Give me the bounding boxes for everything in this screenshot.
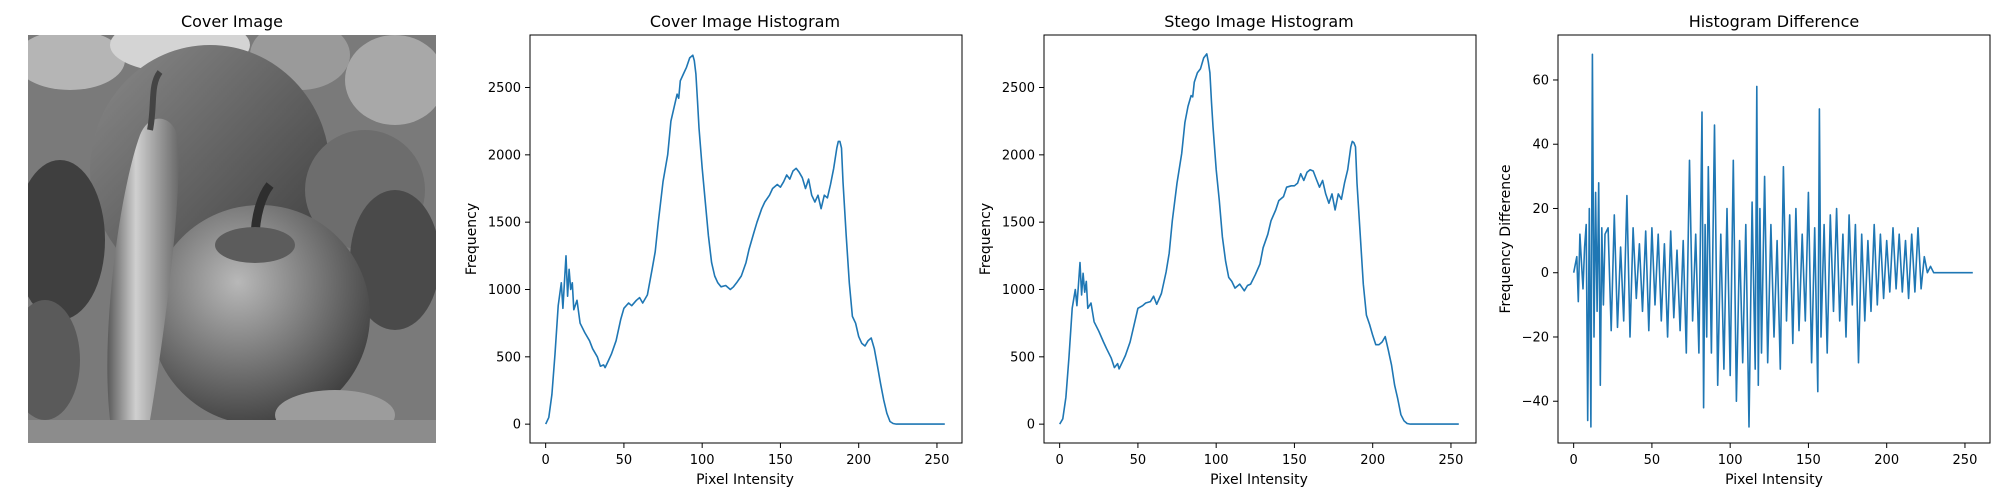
stego-histogram-ytick-label: 1000 <box>1002 283 1035 298</box>
stego-histogram-series-line <box>1059 53 1459 425</box>
stego-histogram-ylabel: Frequency <box>978 203 994 275</box>
cover-histogram-xtick-label: 0 <box>542 453 550 468</box>
difference-xtick-label: 150 <box>1796 453 1821 468</box>
stego-histogram-ytick-label: 0 <box>1027 418 1035 433</box>
difference-ytick-label: 0 <box>1541 266 1549 281</box>
stego-histogram-ytick-label: 2000 <box>1002 148 1035 163</box>
stego-histogram-ytick-label: 2500 <box>1002 81 1035 96</box>
cover-histogram-axes-frame <box>529 34 963 444</box>
stego-histogram-ytick-label: 1500 <box>1002 216 1035 231</box>
stego-histogram-xtick-label: 250 <box>1439 453 1464 468</box>
difference-ytick-label: −40 <box>1522 395 1549 410</box>
difference-ylabel: Frequency Difference <box>1498 165 1514 314</box>
difference-series-line <box>1572 53 1973 428</box>
cover-histogram-xtick-label: 250 <box>925 453 950 468</box>
stego-histogram-xtick-label: 100 <box>1204 453 1229 468</box>
stego-histogram-axes-frame <box>1043 34 1477 444</box>
cover-histogram-ytick-label: 0 <box>513 418 521 433</box>
stego-histogram-xlabel: Pixel Intensity <box>1210 472 1308 488</box>
cover-histogram-ytick-label: 500 <box>496 350 521 365</box>
stego-histogram-xtick-label: 50 <box>1130 453 1147 468</box>
difference-plot: 0 50 100 150 200 250 −40 −20 0 20 40 60 <box>1522 34 1991 468</box>
stego-histogram-xtick-label: 0 <box>1056 453 1064 468</box>
cover-histogram-ytick-label: 1000 <box>488 283 521 298</box>
difference-xtick-label: 100 <box>1718 453 1743 468</box>
difference-xtick-label: 250 <box>1953 453 1978 468</box>
cover-histogram-title: Cover Image Histogram <box>650 12 840 31</box>
cover-histogram-xtick-label: 150 <box>768 453 793 468</box>
cover-histogram-xlabel: Pixel Intensity <box>696 472 794 488</box>
difference-panel: Histogram Difference Pixel Intensity Fre… <box>1498 12 1991 488</box>
cover-histogram-panel: Cover Image Histogram Pixel Intensity Fr… <box>464 12 963 488</box>
difference-ytick-label: 40 <box>1532 138 1549 153</box>
difference-ytick-label: 60 <box>1532 73 1549 88</box>
cover-histogram-xtick-label: 50 <box>616 453 633 468</box>
difference-xtick-label: 0 <box>1570 453 1578 468</box>
difference-ytick-label: 20 <box>1532 202 1549 217</box>
stego-histogram-title: Stego Image Histogram <box>1164 12 1354 31</box>
cover-histogram-xtick-label: 200 <box>846 453 871 468</box>
stego-histogram-xtick-label: 200 <box>1360 453 1385 468</box>
cover-histogram-series-line <box>544 54 945 425</box>
cover-histogram-ytick-label: 1500 <box>488 216 521 231</box>
difference-ytick-label: −20 <box>1522 330 1549 345</box>
difference-axes-frame <box>1557 34 1991 444</box>
cover-histogram-ytick-label: 2500 <box>488 81 521 96</box>
cover-histogram-ytick-label: 2000 <box>488 148 521 163</box>
cover-histogram-ylabel: Frequency <box>464 203 480 275</box>
difference-xtick-label: 50 <box>1644 453 1661 468</box>
cover-image <box>28 35 436 443</box>
difference-xlabel: Pixel Intensity <box>1725 472 1823 488</box>
stego-histogram-panel: Stego Image Histogram Pixel Intensity Fr… <box>978 12 1477 488</box>
difference-title: Histogram Difference <box>1689 12 1860 31</box>
cover-histogram-xtick-label: 100 <box>690 453 715 468</box>
difference-xtick-label: 200 <box>1874 453 1899 468</box>
stego-histogram-ytick-label: 500 <box>1010 350 1035 365</box>
stego-histogram-xtick-label: 150 <box>1282 453 1307 468</box>
image-panel-title: Cover Image <box>181 12 283 31</box>
